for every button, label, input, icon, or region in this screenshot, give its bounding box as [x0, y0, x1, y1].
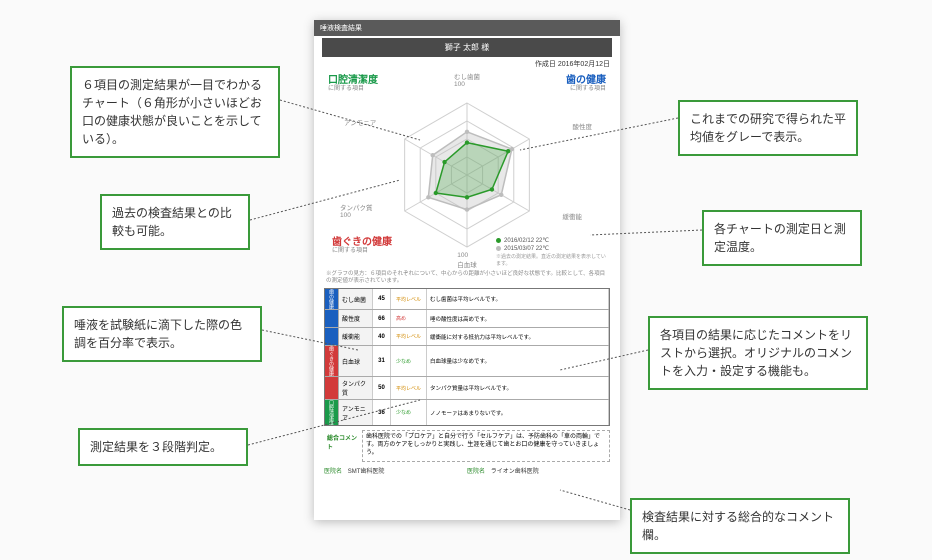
category-cell: 歯ぐきの健康	[325, 346, 339, 376]
doc-header: 唾液検査結果	[314, 20, 620, 36]
item-comment-cell: ノノモーァはあまりないです。	[427, 400, 609, 425]
item-level-cell: 少なめ	[391, 346, 427, 376]
item-level-cell: 少なめ	[391, 400, 427, 425]
callout-per-item-comment: 各項目の結果に応じたコメントをリストから選択。オリジナルのコメントを入力・設定す…	[648, 316, 868, 390]
clinic-left-value: SMT歯科医院	[348, 469, 385, 475]
table-row: 歯ぐきの健康白血球31少なめ白血球量は少なめです。	[325, 346, 609, 377]
callout-compare-past: 過去の検査結果との比較も可能。	[100, 194, 250, 250]
clinic-right-label: 医院名	[467, 469, 485, 475]
item-level-cell: 平均レベル	[391, 328, 427, 345]
callout-date-temp: 各チャートの測定日と測定温度。	[702, 210, 862, 266]
item-name-cell: タンパク質	[339, 377, 373, 399]
issue-date: 作成日 2016年02月12日	[314, 57, 620, 71]
callout-grey-average: これまでの研究で得られた平均値をグレーで表示。	[678, 100, 858, 156]
item-value-cell: 31	[373, 346, 391, 376]
item-value-cell: 50	[373, 377, 391, 399]
legend-dot-icon	[496, 238, 501, 243]
item-comment-cell: 唾の酸性度は高めです。	[427, 310, 609, 327]
clinic-right-value: ライオン歯科医院	[491, 469, 539, 475]
callout-color-percent: 唾液を試験紙に滴下した際の色調を百分率で表示。	[62, 306, 262, 362]
patient-name: 獅子 太郎 様	[322, 38, 612, 57]
item-value-cell: 66	[373, 310, 391, 327]
result-table: 歯の健康むし歯菌45平均レベルむし歯菌は平均レベルです。.酸性度66高め唾の酸性…	[324, 288, 610, 426]
legend-dot-icon	[496, 246, 501, 251]
table-row: 口腔清潔度アンモニア36少なめノノモーァはあまりないです。	[325, 400, 609, 425]
item-value-cell: 40	[373, 328, 391, 345]
chart-note: ※グラフの見方：６項目のそれぞれについて、中心からの距離が小さいほど良好な状態で…	[314, 271, 620, 286]
clinic-left-label: 医院名	[324, 469, 342, 475]
item-value-cell: 36	[373, 400, 391, 425]
table-row: .緩衝能40平均レベル緩衝能に対する抵抗力は平均レベルです。	[325, 328, 609, 346]
callout-3level: 測定結果を３段階判定。	[78, 428, 248, 466]
item-comment-cell: 白血球量は少なめです。	[427, 346, 609, 376]
item-name-cell: 緩衝能	[339, 328, 373, 345]
item-level-cell: 平均レベル	[391, 289, 427, 309]
item-comment-cell: 緩衝能に対する抵抗力は平均レベルです。	[427, 328, 609, 345]
category-cell: 口腔清潔度	[325, 400, 339, 425]
item-comment-cell: タンパク質量は平均レベルです。	[427, 377, 609, 399]
item-level-cell: 高め	[391, 310, 427, 327]
item-level-cell: 平均レベル	[391, 377, 427, 399]
table-row: .タンパク質50平均レベルタンパク質量は平均レベルです。	[325, 377, 609, 400]
legend-row: 2015/03/07 22℃	[496, 245, 606, 252]
item-name-cell: 白血球	[339, 346, 373, 376]
table-row: .酸性度66高め唾の酸性度は高めです。	[325, 310, 609, 328]
overall-comment-block: 総合コメント 歯科医院での「プロケア」と自分で行う「セルフケア」は、予防歯科の「…	[324, 430, 610, 461]
item-name-cell: むし歯菌	[339, 289, 373, 309]
overall-comment: 歯科医院での「プロケア」と自分で行う「セルフケア」は、予防歯科の「車の両輪」です…	[362, 430, 610, 461]
item-comment-cell: むし歯菌は平均レベルです。	[427, 289, 609, 309]
radar-legend: 2016/02/12 22℃ 2015/03/07 22℃ ※過去の測定結果。直…	[496, 237, 606, 267]
table-row: 歯の健康むし歯菌45平均レベルむし歯菌は平均レベルです。	[325, 289, 609, 310]
overall-label: 総合コメント	[324, 430, 362, 461]
clinic-row: 医院名 SMT歯科医院 医院名 ライオン歯科医院	[324, 466, 610, 475]
item-name-cell: 酸性度	[339, 310, 373, 327]
legend-note: ※過去の測定結果。直近の測定結果を表示しています。	[496, 253, 606, 267]
item-value-cell: 45	[373, 289, 391, 309]
item-name-cell: アンモニア	[339, 400, 373, 425]
report-document: 唾液検査結果 獅子 太郎 様 作成日 2016年02月12日 口腔清潔度 に関す…	[314, 20, 620, 520]
category-cell: 歯の健康	[325, 289, 339, 309]
radar-chart: 口腔清潔度 に関する項目 歯の健康 に関する項目 歯ぐきの健康 に関する項目 む…	[324, 71, 610, 271]
legend-row: 2016/02/12 22℃	[496, 237, 606, 244]
callout-chart-6items: ６項目の測定結果が一目でわかるチャート（６角形が小さいほどお口の健康状態が良いこ…	[70, 66, 280, 158]
callout-overall-comment: 検査結果に対する総合的なコメント欄。	[630, 498, 850, 554]
